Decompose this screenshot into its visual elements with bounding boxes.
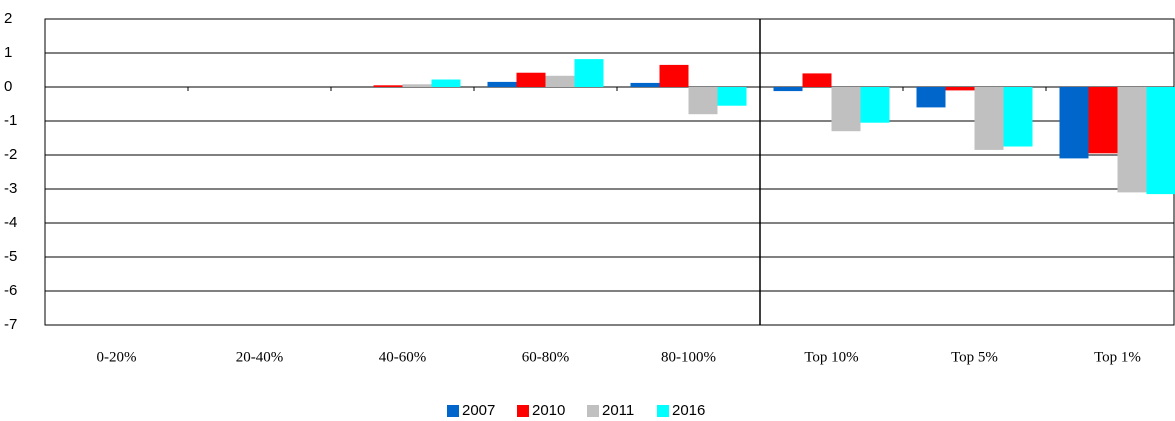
bar <box>1117 87 1147 193</box>
y-tick-label: 0 <box>4 78 12 95</box>
x-tick-label: Top 5% <box>951 349 998 365</box>
legend-swatch <box>587 405 599 417</box>
bar <box>773 87 803 92</box>
x-tick-label: 60-80% <box>522 349 570 365</box>
x-tick-label: 0-20% <box>97 349 137 365</box>
y-tick-label: -3 <box>4 180 17 197</box>
x-tick-label: Top 1% <box>1094 349 1141 365</box>
bar <box>1059 87 1089 159</box>
x-tick-label: 40-60% <box>379 349 427 365</box>
y-tick-label: -7 <box>4 316 17 333</box>
bar <box>373 85 403 87</box>
bar <box>1003 87 1033 147</box>
bar <box>516 72 546 87</box>
bar <box>630 82 660 87</box>
legend-label: 2016 <box>672 402 705 419</box>
bar <box>802 73 832 87</box>
legend-label: 2010 <box>532 402 565 419</box>
legend-swatch <box>447 405 459 417</box>
legend-swatch <box>517 405 529 417</box>
x-tick-label: 20-40% <box>236 349 284 365</box>
bar <box>574 59 604 87</box>
plot-border <box>44 18 1175 326</box>
bar <box>717 87 747 106</box>
bar <box>688 87 718 115</box>
bar <box>487 81 517 87</box>
y-tick-label: -4 <box>4 214 17 231</box>
bar <box>860 87 890 123</box>
bar <box>659 64 689 87</box>
y-tick-label: -1 <box>4 112 17 129</box>
bar <box>402 84 432 87</box>
y-tick-label: 1 <box>4 44 12 61</box>
x-tick-label: Top 10% <box>804 349 858 365</box>
y-tick-label: 2 <box>4 10 12 27</box>
y-tick-label: -2 <box>4 146 17 163</box>
legend-label: 2011 <box>602 402 634 419</box>
bar <box>916 87 946 108</box>
legend-swatch <box>657 405 669 417</box>
legend-label: 2007 <box>462 402 495 419</box>
y-tick-label: -5 <box>4 248 17 265</box>
bar <box>545 75 575 87</box>
bar <box>945 87 975 91</box>
x-tick-label: 80-100% <box>661 349 716 365</box>
bar <box>974 87 1004 150</box>
bar <box>431 79 461 87</box>
bar <box>1146 87 1175 195</box>
bar <box>831 87 861 132</box>
bar <box>1088 87 1118 154</box>
y-tick-label: -6 <box>4 282 17 299</box>
